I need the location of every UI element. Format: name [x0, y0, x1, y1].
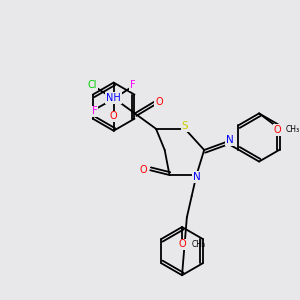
- Text: F: F: [92, 106, 97, 116]
- Text: Cl: Cl: [88, 80, 97, 89]
- Text: NH: NH: [106, 93, 121, 103]
- Text: O: O: [155, 97, 163, 107]
- Text: CH₃: CH₃: [192, 240, 206, 249]
- Text: CH₃: CH₃: [286, 125, 300, 134]
- Text: N: N: [193, 172, 200, 182]
- Text: F: F: [130, 80, 136, 91]
- Text: O: O: [178, 239, 186, 249]
- Text: O: O: [140, 165, 147, 175]
- Text: N: N: [226, 135, 234, 146]
- Text: S: S: [182, 121, 188, 131]
- Text: O: O: [274, 125, 281, 135]
- Text: O: O: [110, 111, 118, 121]
